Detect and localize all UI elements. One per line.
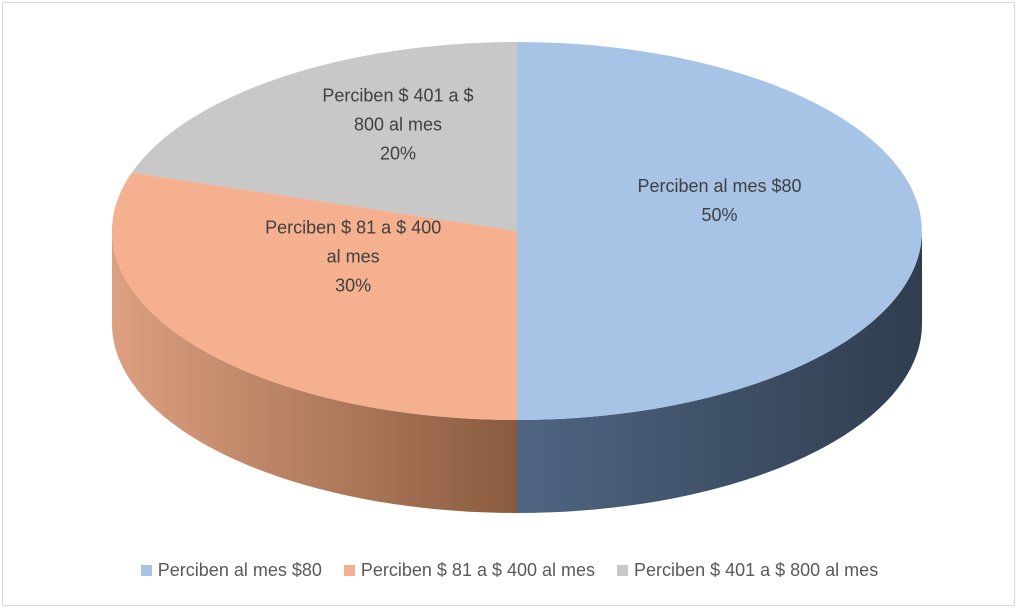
data-label-category: Perciben $ 81 a $ 400 al mes <box>265 217 442 267</box>
data-label: Perciben $ 81 a $ 400 al mes 30% <box>261 213 446 300</box>
legend: Perciben al mes $80 Perciben $ 81 a $ 400… <box>0 560 1019 581</box>
data-label-category: Perciben al mes $80 <box>637 176 802 196</box>
data-label-category: Perciben $ 401 a $ 800 al mes <box>322 85 474 135</box>
data-label: Perciben al mes $80 50% <box>627 172 812 230</box>
legend-swatch <box>343 565 355 576</box>
slice <box>112 172 517 420</box>
slice-side <box>517 231 922 513</box>
legend-swatch <box>617 565 629 576</box>
slice <box>131 42 517 231</box>
legend-label: Perciben $ 401 a $ 800 al mes <box>634 560 879 580</box>
data-label: Perciben $ 401 a $ 800 al mes 20% <box>305 81 490 168</box>
slice <box>517 42 922 420</box>
legend-item: Perciben $ 401 a $ 800 al mes <box>617 560 878 581</box>
legend-item: Perciben $ 81 a $ 400 al mes <box>343 560 596 581</box>
slice-side <box>112 231 517 513</box>
legend-label: Perciben $ 81 a $ 400 al mes <box>360 560 596 580</box>
data-label-value: 20% <box>379 143 416 164</box>
legend-label: Perciben al mes $80 <box>157 560 322 580</box>
data-label-value: 30% <box>335 275 372 296</box>
data-label-value: 50% <box>701 205 738 225</box>
legend-swatch <box>140 565 152 576</box>
legend-item: Perciben al mes $80 <box>140 560 322 581</box>
